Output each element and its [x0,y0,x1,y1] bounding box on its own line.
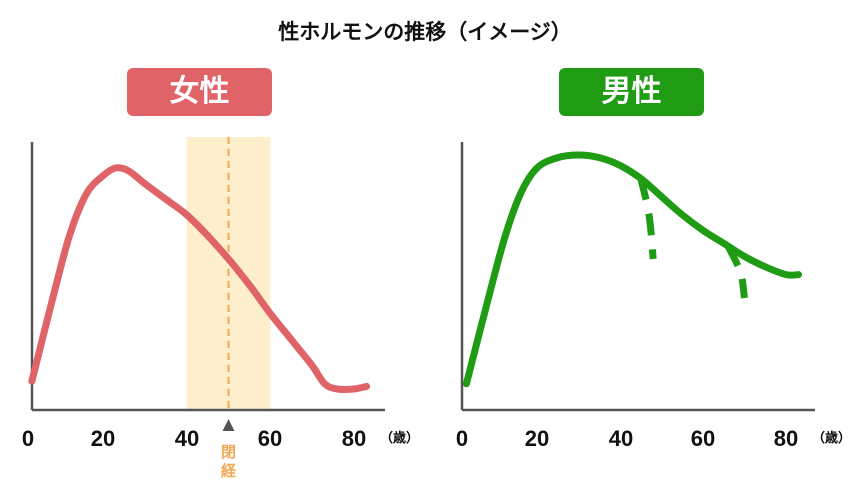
x-tick-label-0: 0 [456,426,468,451]
male-panel-label: 男性 [559,68,704,116]
female-panel-label: 女性 [127,68,272,116]
x-tick-label-60: 60 [258,426,282,451]
page-title: 性ホルモンの推移（イメージ） [278,20,572,44]
x-tick-label-40: 40 [175,426,199,451]
x-tick-label-40: 40 [609,426,633,451]
male-series-line-1 [637,177,657,260]
x-tick-label-20: 20 [525,426,549,451]
menopause-label-char: 閉 [221,443,236,461]
male-series-line-0 [462,151,802,388]
menopause-arrow-icon [222,419,235,431]
male-series-line-2 [724,244,748,299]
female-series-line-0 [28,164,371,394]
x-tick-label-60: 60 [691,426,715,451]
x-axis-unit-male: （歳） [812,430,850,446]
x-tick-label-80: 80 [774,426,798,451]
menopause-label-char: 経 [221,462,237,480]
x-tick-label-0: 0 [22,426,34,451]
x-tick-label-80: 80 [342,426,366,451]
x-axis-unit-female: （歳） [380,430,419,446]
x-tick-label-20: 20 [91,426,115,451]
